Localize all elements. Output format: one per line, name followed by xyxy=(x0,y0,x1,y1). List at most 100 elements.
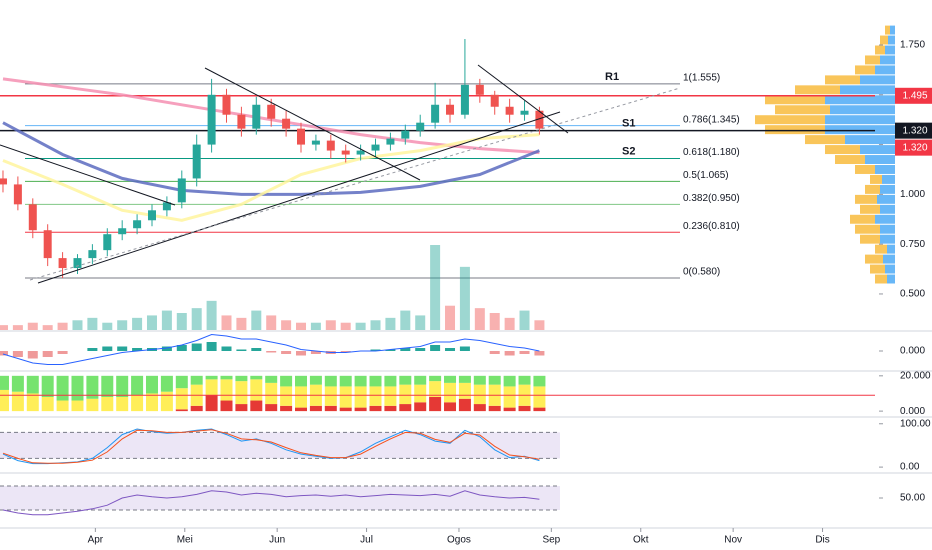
moving-average xyxy=(2,133,540,222)
stacked-segment xyxy=(0,389,9,412)
stacked-segment xyxy=(101,397,114,412)
macd-histogram xyxy=(296,351,307,356)
stacked-segment xyxy=(384,375,397,387)
macd-histogram xyxy=(504,351,515,356)
profile-up xyxy=(830,105,895,115)
candle-body xyxy=(237,114,246,129)
macd-histogram xyxy=(489,351,500,354)
profile-down xyxy=(875,274,887,284)
candle-body xyxy=(0,178,7,185)
candle-body xyxy=(13,184,22,205)
profile-up xyxy=(880,204,895,214)
candle-body xyxy=(28,204,37,231)
candle-body xyxy=(282,118,291,129)
stacked-segment xyxy=(71,400,84,412)
profile-down xyxy=(795,85,840,95)
stacked-segment xyxy=(429,397,442,412)
macd-histogram xyxy=(340,351,351,353)
stacked-segment xyxy=(26,375,39,394)
y-tick-label: 100.00 xyxy=(900,418,931,429)
profile-down xyxy=(775,105,830,115)
candle-body xyxy=(535,110,544,129)
stacked-segment xyxy=(458,375,471,383)
profile-up xyxy=(887,244,895,254)
stacked-segment xyxy=(339,407,352,412)
stacked-segment xyxy=(295,407,308,412)
candle-body xyxy=(446,104,455,115)
profile-up xyxy=(890,25,895,35)
fib-label: 0(0.580) xyxy=(683,267,720,278)
volume-bar xyxy=(459,266,470,330)
stacked-segment xyxy=(41,375,54,397)
stacked-segment xyxy=(101,375,114,397)
drawings xyxy=(0,64,681,284)
profile-down xyxy=(875,244,887,254)
profile-up xyxy=(860,75,895,85)
volume-bar xyxy=(266,315,277,330)
stacked-segment xyxy=(205,379,218,396)
stacked-segment xyxy=(295,375,308,387)
candle-body xyxy=(431,104,440,123)
stacked-segment xyxy=(56,375,69,401)
x-tick-label: Nov xyxy=(724,535,742,546)
stacked-segment xyxy=(503,407,516,412)
macd-histogram xyxy=(266,351,277,353)
candle-body xyxy=(43,230,52,259)
macd-histogram xyxy=(281,351,292,354)
y-tick-label: 0.750 xyxy=(900,239,925,250)
stacked-segment xyxy=(533,386,546,408)
volume-bar xyxy=(161,310,172,330)
profile-down xyxy=(765,125,825,135)
profile-down xyxy=(860,204,880,214)
stacked-segment xyxy=(0,375,9,390)
candle-body xyxy=(207,94,216,145)
stacked-segment xyxy=(473,375,486,385)
macd-histogram xyxy=(176,345,187,351)
stacked-segment xyxy=(458,398,471,412)
profile-up xyxy=(888,35,895,45)
stacked-segment xyxy=(309,375,322,385)
stacked-segment xyxy=(399,384,412,405)
stacked-segment xyxy=(41,397,54,412)
stacked-segment xyxy=(280,386,293,406)
stacked-segment xyxy=(414,402,427,412)
profile-up xyxy=(865,155,895,165)
stacked-segment xyxy=(429,375,442,382)
macd-histogram xyxy=(132,348,143,351)
y-tick-label: 0.500 xyxy=(900,289,925,300)
profile-up xyxy=(885,45,895,55)
profile-down xyxy=(855,194,877,204)
candle-body xyxy=(490,94,499,107)
stacked-segment xyxy=(235,404,248,412)
stacked-segment xyxy=(160,375,173,392)
candle-body xyxy=(326,140,335,151)
profile-down xyxy=(865,184,880,194)
stacked-segment xyxy=(265,382,278,405)
profile-down xyxy=(855,65,875,75)
macd-histogram xyxy=(415,348,426,351)
macd-histogram xyxy=(385,349,396,351)
profile-up xyxy=(875,65,895,75)
stacked-segment xyxy=(220,400,233,412)
stacked-segment xyxy=(414,375,427,385)
x-tick-label: Ogos xyxy=(447,535,471,546)
candle-body xyxy=(475,84,484,95)
candle-body xyxy=(58,258,67,269)
stacked-segment xyxy=(86,398,99,412)
profile-down xyxy=(855,224,880,234)
profile-up xyxy=(875,165,895,174)
y-tick-label: 0.000 xyxy=(900,346,925,357)
stacked-segment xyxy=(369,405,382,412)
stacked-segment xyxy=(295,386,308,408)
stacked-segment xyxy=(324,405,337,412)
profile-down xyxy=(850,214,875,224)
price-tag xyxy=(895,122,932,139)
oscillator-line xyxy=(2,490,540,516)
profile-down xyxy=(805,135,845,145)
trend-line xyxy=(37,111,561,284)
stacked-segment xyxy=(369,375,382,387)
volume-bar xyxy=(325,320,336,330)
trend-line xyxy=(29,87,681,281)
axes-layer: AprMeiJunJulOgosSepOktNovDis1.7501.5001.… xyxy=(0,40,932,546)
volume-bar xyxy=(191,308,202,330)
